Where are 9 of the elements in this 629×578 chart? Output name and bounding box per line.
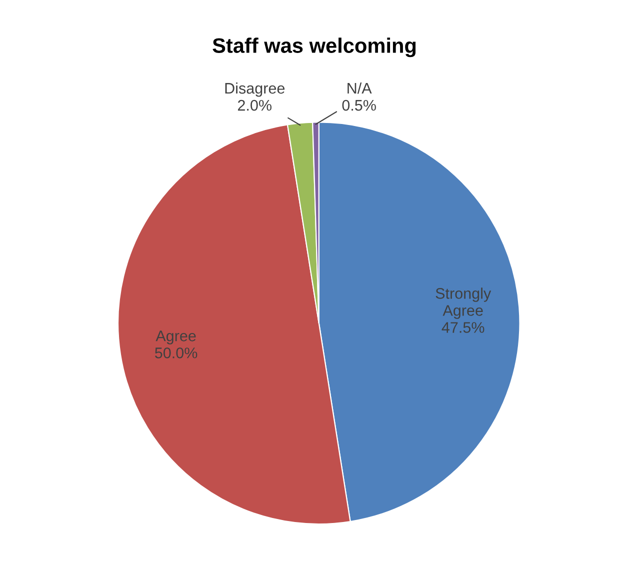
data-label: 50.0% [155,348,198,358]
chart-title: Staff was welcoming [212,38,416,58]
slice-label: Disagree [225,82,285,97]
data-label: 47.5% [442,322,484,333]
slice-label: N/A [348,82,372,94]
slice-label: Strongly Agree [436,288,492,319]
data-label: 0.5% [342,100,376,111]
data-label: 2.0% [238,100,272,111]
slice-label: Agree [156,330,196,344]
